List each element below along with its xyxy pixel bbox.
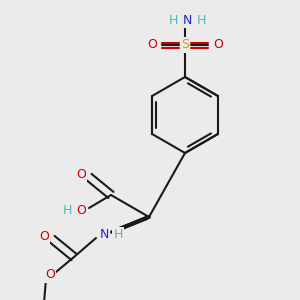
Text: S: S <box>181 38 189 52</box>
Text: O: O <box>76 205 86 218</box>
Text: H: H <box>62 205 72 218</box>
Text: N: N <box>99 229 109 242</box>
Text: O: O <box>39 230 49 244</box>
Text: H: H <box>113 229 123 242</box>
Text: H: H <box>168 14 178 26</box>
Text: H: H <box>196 14 206 26</box>
Text: O: O <box>45 268 55 281</box>
Text: O: O <box>213 38 223 52</box>
Text: N: N <box>182 14 192 26</box>
Text: O: O <box>147 38 157 52</box>
Text: O: O <box>76 169 86 182</box>
